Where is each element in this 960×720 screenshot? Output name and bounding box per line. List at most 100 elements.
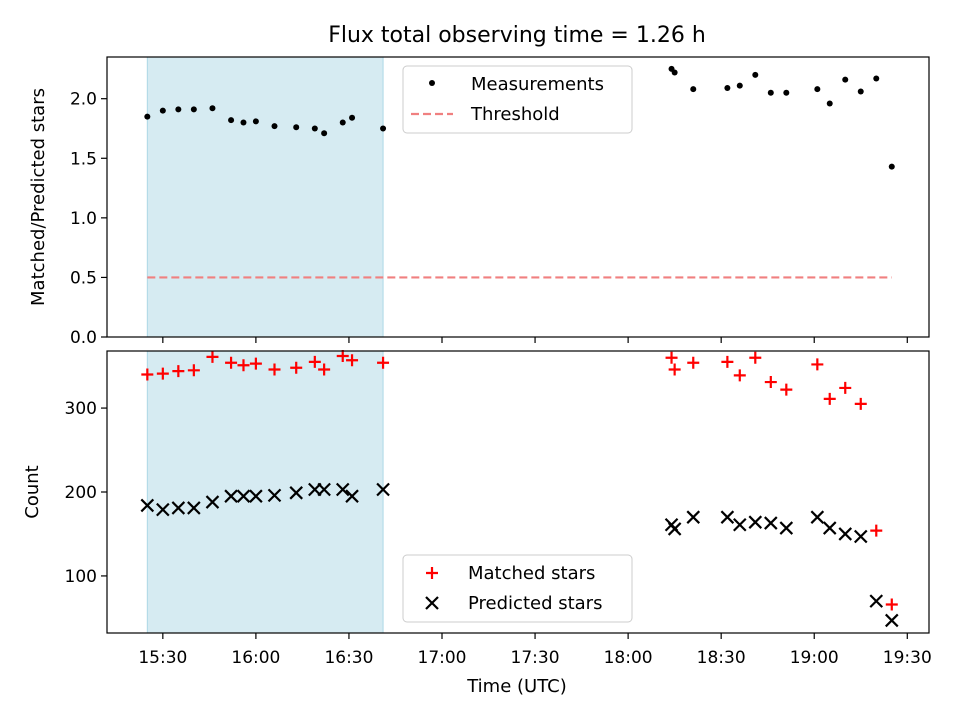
count-plot-frame xyxy=(106,350,930,634)
count-legend: Matched stars Predicted stars xyxy=(402,554,633,623)
measurement-point xyxy=(252,118,259,125)
measurement-point xyxy=(190,106,197,113)
ratio-y-label: Matched/Predicted stars xyxy=(28,88,49,306)
predicted-star-point xyxy=(249,489,263,503)
x-tick-labels: 15:30 16:00 16:30 17:00 17:30 18:00 18:30 19:00… xyxy=(138,648,931,668)
x-axis-label: Time (UTC) xyxy=(466,676,567,697)
predicted-star-point xyxy=(345,489,359,503)
matched-star-point xyxy=(721,355,734,368)
predicted-star-point xyxy=(156,502,170,517)
count-x-ticks xyxy=(162,633,908,639)
measurement-point xyxy=(380,125,387,132)
measurement-point xyxy=(690,86,697,93)
measurement-point xyxy=(736,82,743,89)
predicted-star-point xyxy=(884,613,899,628)
ratio-plot-frame xyxy=(106,56,930,338)
matched-star-point xyxy=(839,381,852,394)
measurement-point xyxy=(339,119,346,126)
ratio-legend: Measurements Threshold xyxy=(402,65,633,134)
predicted-star-point xyxy=(748,515,763,529)
predicted-star-point xyxy=(335,482,350,497)
measurement-point xyxy=(814,86,821,93)
legend-label-threshold: Threshold xyxy=(470,104,560,125)
legend-label-measurements: Measurements xyxy=(471,74,604,95)
measurement-point xyxy=(783,89,790,96)
count-panel: 100 200 300 Count Matched stars Predicted … xyxy=(22,350,930,639)
predicted-star-point xyxy=(869,594,884,608)
y-tick-label: 100 xyxy=(65,567,97,587)
matched-star-point xyxy=(885,598,898,611)
legend-label-matched: Matched stars xyxy=(468,563,595,584)
x-tick-label: 16:30 xyxy=(324,648,373,668)
x-tick-label: 17:30 xyxy=(511,648,560,668)
matched-star-point xyxy=(187,364,200,377)
measurement-point xyxy=(857,88,864,95)
count-y-label: Count xyxy=(22,465,43,518)
matched-star-point xyxy=(141,368,154,381)
matched-star-point xyxy=(870,524,883,537)
predicted-star-point xyxy=(171,501,186,515)
predicted-star-point xyxy=(376,482,390,497)
y-tick-label: 1.5 xyxy=(70,149,97,169)
measurement-point xyxy=(752,71,759,78)
x-tick-label: 15:30 xyxy=(138,648,187,668)
x-tick-label: 16:00 xyxy=(231,648,280,668)
x-tick-label: 19:00 xyxy=(790,648,839,668)
y-tick-label: 300 xyxy=(65,399,97,419)
measurement-point xyxy=(767,89,774,96)
predicted-star-point xyxy=(838,527,853,541)
legend-x-marker xyxy=(425,596,439,610)
measurement-point xyxy=(271,123,278,130)
matched-star-point xyxy=(749,351,762,364)
measurement-point xyxy=(159,107,166,114)
measurement-point xyxy=(873,75,880,82)
y-tick-label: 0.0 xyxy=(70,328,97,348)
matched-star-point xyxy=(780,383,793,396)
ratio-legend-box xyxy=(402,65,633,134)
predicted-star-point xyxy=(733,517,747,532)
predicted-star-point xyxy=(224,489,238,503)
predicted-star-point xyxy=(267,488,282,503)
matched-star-point xyxy=(764,376,777,389)
measurement-point xyxy=(349,114,356,121)
matched-star-point xyxy=(308,355,321,368)
matched-star-point xyxy=(225,356,238,369)
x-tick-label: 19:30 xyxy=(883,648,932,668)
predicted-star-point xyxy=(236,489,251,503)
measurement-point xyxy=(671,69,678,76)
measurement-point xyxy=(209,105,216,112)
y-tick-label: 1.0 xyxy=(70,209,97,229)
count-legend-box xyxy=(402,554,633,623)
measurement-point xyxy=(311,125,318,132)
x-tick-label: 18:30 xyxy=(697,648,746,668)
matched-star-point xyxy=(854,397,867,410)
measurement-point xyxy=(293,124,300,131)
matched-star-point xyxy=(172,365,185,378)
predicted-star-point xyxy=(822,521,837,535)
measurement-point xyxy=(228,117,235,124)
y-tick-label: 2.0 xyxy=(70,90,97,110)
matched-star-point xyxy=(811,358,824,371)
measurement-point xyxy=(826,100,833,107)
matched-star-point xyxy=(156,367,169,380)
measurement-point xyxy=(724,84,731,91)
matched-star-point xyxy=(665,351,678,364)
predicted-star-point xyxy=(317,482,331,497)
measurement-point xyxy=(175,106,182,113)
y-tick-label: 200 xyxy=(65,483,97,503)
matched-star-point xyxy=(336,350,349,363)
predicted-star-point xyxy=(205,495,220,509)
predicted-star-point xyxy=(667,522,682,536)
matched-star-point xyxy=(346,354,359,367)
count-y-axis: 100 200 300 xyxy=(65,399,107,587)
predicted-star-point xyxy=(779,521,794,535)
matched-star-point xyxy=(823,392,836,405)
matched-star-point xyxy=(249,357,262,370)
observing-window-shade xyxy=(146,56,384,338)
legend-plus-marker xyxy=(426,567,438,579)
measurement-point xyxy=(144,113,151,120)
matched-star-point xyxy=(290,361,303,374)
ratio-marks xyxy=(144,65,895,279)
ratio-x-ticks xyxy=(162,337,908,343)
